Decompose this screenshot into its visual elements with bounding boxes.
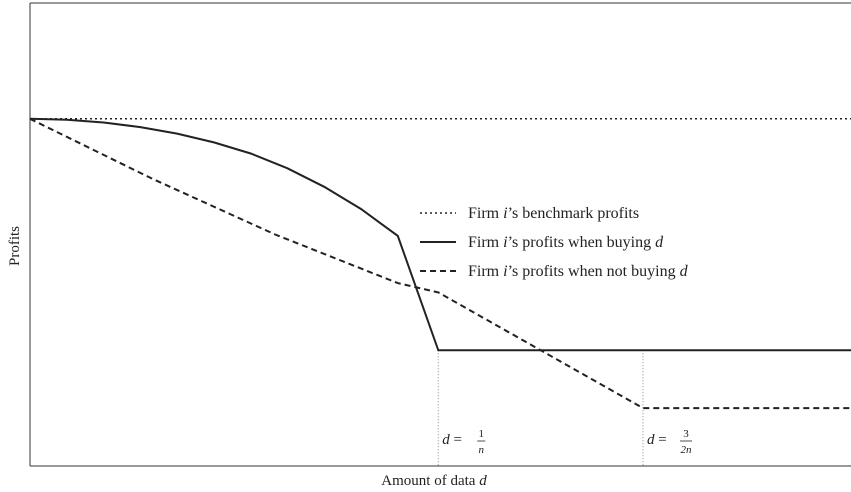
series-dashed-line <box>29 117 851 410</box>
x-axis-label: Amount of data d <box>381 473 487 489</box>
x-axis-label-var: d <box>479 473 487 489</box>
svg-text:2n: 2n <box>681 444 693 456</box>
x-axis-label-text: Amount of data <box>381 473 479 489</box>
plot-frame <box>29 2 851 467</box>
legend: Firm i’s benchmark profits Firm i’s profi… <box>420 205 689 280</box>
legend-label-solid: Firm i’s profits when buying d <box>468 234 664 251</box>
svg-text:1: 1 <box>479 428 485 440</box>
series-solid-line <box>29 117 851 352</box>
svg-text:3: 3 <box>683 428 689 440</box>
legend-label-dashed: Firm i’s profits when not buying d <box>468 263 689 280</box>
svg-text:d =: d = <box>442 432 462 448</box>
threshold-label-2: d = 3 2n <box>647 428 692 456</box>
legend-label-dotted: Firm i’s benchmark profits <box>468 205 639 222</box>
y-axis-label: Profits <box>7 226 23 266</box>
svg-text:d =: d = <box>647 432 667 448</box>
svg-text:n: n <box>479 444 485 456</box>
threshold-label-1: d = 1 n <box>442 428 486 456</box>
